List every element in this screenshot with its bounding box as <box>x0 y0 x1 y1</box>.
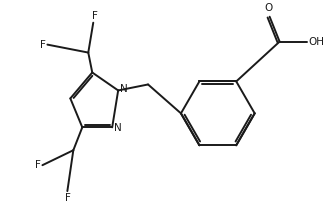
Text: F: F <box>40 40 45 50</box>
Text: N: N <box>114 123 122 133</box>
Text: N: N <box>120 84 128 94</box>
Text: F: F <box>65 193 71 203</box>
Text: O: O <box>265 3 273 13</box>
Text: F: F <box>92 11 98 21</box>
Text: F: F <box>35 160 41 170</box>
Text: OH: OH <box>308 37 324 47</box>
